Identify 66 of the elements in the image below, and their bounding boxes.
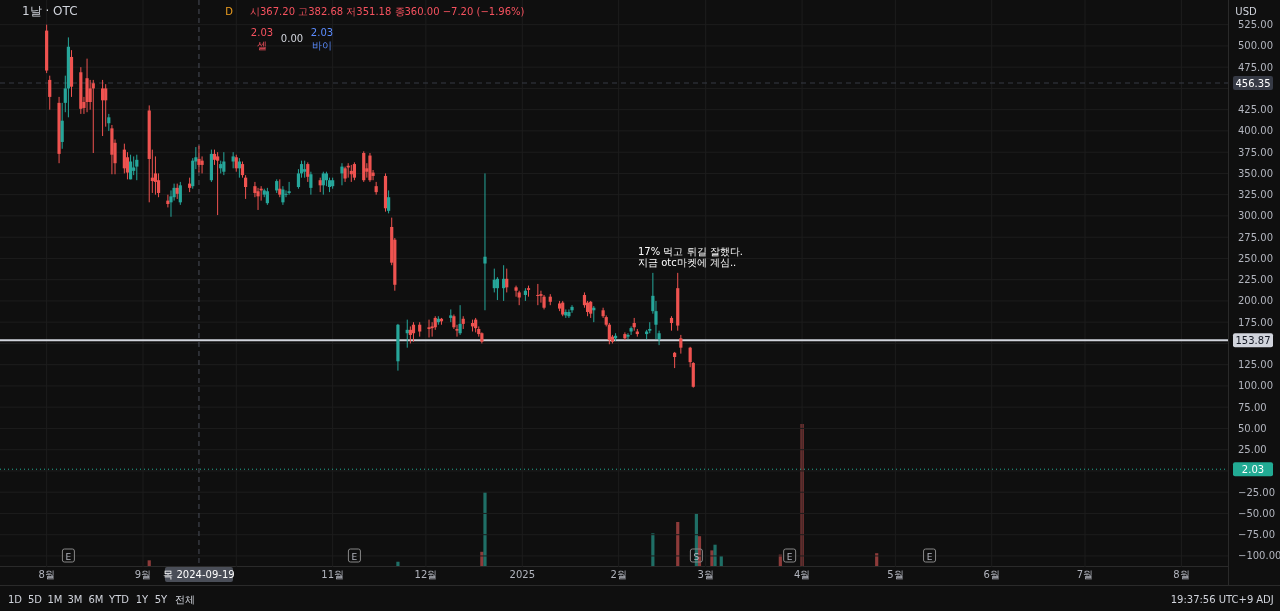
annotation: E	[926, 551, 933, 562]
y-tick-label: 125.00	[1238, 359, 1273, 371]
ref-line-label: 456.35	[1235, 77, 1271, 89]
annotation: 2.03	[250, 27, 274, 38]
y-tick-label: 325.00	[1238, 189, 1273, 201]
annotation: E	[65, 551, 72, 562]
text: USD	[1235, 6, 1257, 17]
annotation: S	[693, 551, 700, 562]
x-tick-label: 2025	[509, 569, 536, 580]
y-tick-label: 475.00	[1238, 61, 1273, 73]
y-tick-label: 75.00	[1238, 401, 1267, 413]
ref-line-label: 목 2024-09-19	[163, 569, 235, 580]
y-tick-label: 275.00	[1238, 231, 1273, 243]
y-tick-label: 425.00	[1238, 104, 1273, 116]
text: 시367.20 고382.68 저351.18 종360.00 −7.20 (−1.96%)	[250, 6, 525, 17]
text: 6M	[88, 594, 104, 605]
text: YTD	[108, 594, 130, 605]
annotation: 셀	[257, 40, 267, 51]
annotation: 지금 otc마켓에 계심..	[638, 257, 737, 268]
y-tick-label: −25.00	[1238, 486, 1276, 498]
x-tick-label: 9월	[134, 569, 152, 580]
x-tick-label: 3월	[697, 569, 714, 580]
y-tick-label: 50.00	[1238, 422, 1267, 434]
ref-line-label: 2.03	[1241, 463, 1265, 475]
y-tick-label: −100.00	[1238, 550, 1280, 562]
text: 1M	[47, 594, 63, 605]
x-tick-label: 6월	[983, 569, 1000, 580]
x-tick-label: 12월	[414, 569, 438, 580]
x-tick-label: 8월	[38, 569, 55, 580]
text: 전체	[175, 594, 195, 605]
x-tick-label: 2월	[610, 569, 627, 580]
y-tick-label: 400.00	[1238, 125, 1273, 137]
annotation: 2.03	[310, 27, 334, 38]
y-tick-label: 300.00	[1238, 210, 1273, 222]
x-tick-label: 8월	[1173, 569, 1190, 580]
annotation: D	[225, 6, 234, 17]
x-tick-label: 11월	[321, 569, 345, 580]
text: 1Y	[135, 594, 150, 605]
y-tick-label: 525.00	[1238, 19, 1273, 31]
text: ADJ	[1256, 594, 1274, 605]
y-tick-label: 175.00	[1238, 316, 1273, 328]
x-tick-label: 5월	[887, 569, 904, 580]
text: 5D	[27, 594, 43, 605]
y-tick-label: 350.00	[1238, 167, 1273, 179]
annotation: E	[786, 551, 793, 562]
ref-line-label: 153.87	[1235, 334, 1271, 346]
y-tick-label: 250.00	[1238, 252, 1273, 264]
chart-title: 1날 · OTC	[22, 4, 78, 18]
y-tick-label: −75.00	[1238, 529, 1276, 541]
x-tick-label: 7월	[1076, 569, 1094, 580]
text: 19:37:56 UTC+9	[1170, 594, 1254, 605]
annotation: 바이	[312, 40, 332, 51]
annotation: 17% 먹고 튀길 잘했다.	[638, 246, 743, 257]
x-tick-label: 4월	[793, 569, 811, 580]
y-tick-label: 225.00	[1238, 274, 1273, 286]
annotation: E	[351, 551, 358, 562]
y-tick-label: 25.00	[1238, 444, 1267, 456]
y-tick-label: 100.00	[1238, 380, 1273, 392]
text: 5Y	[154, 594, 169, 605]
text: 3M	[67, 594, 83, 605]
annotation: 0.00	[280, 33, 304, 44]
y-tick-label: −50.00	[1238, 507, 1276, 519]
y-tick-label: 200.00	[1238, 295, 1273, 307]
text: 1D	[7, 594, 23, 605]
y-tick-label: 500.00	[1238, 40, 1273, 52]
y-tick-label: 375.00	[1238, 146, 1273, 158]
